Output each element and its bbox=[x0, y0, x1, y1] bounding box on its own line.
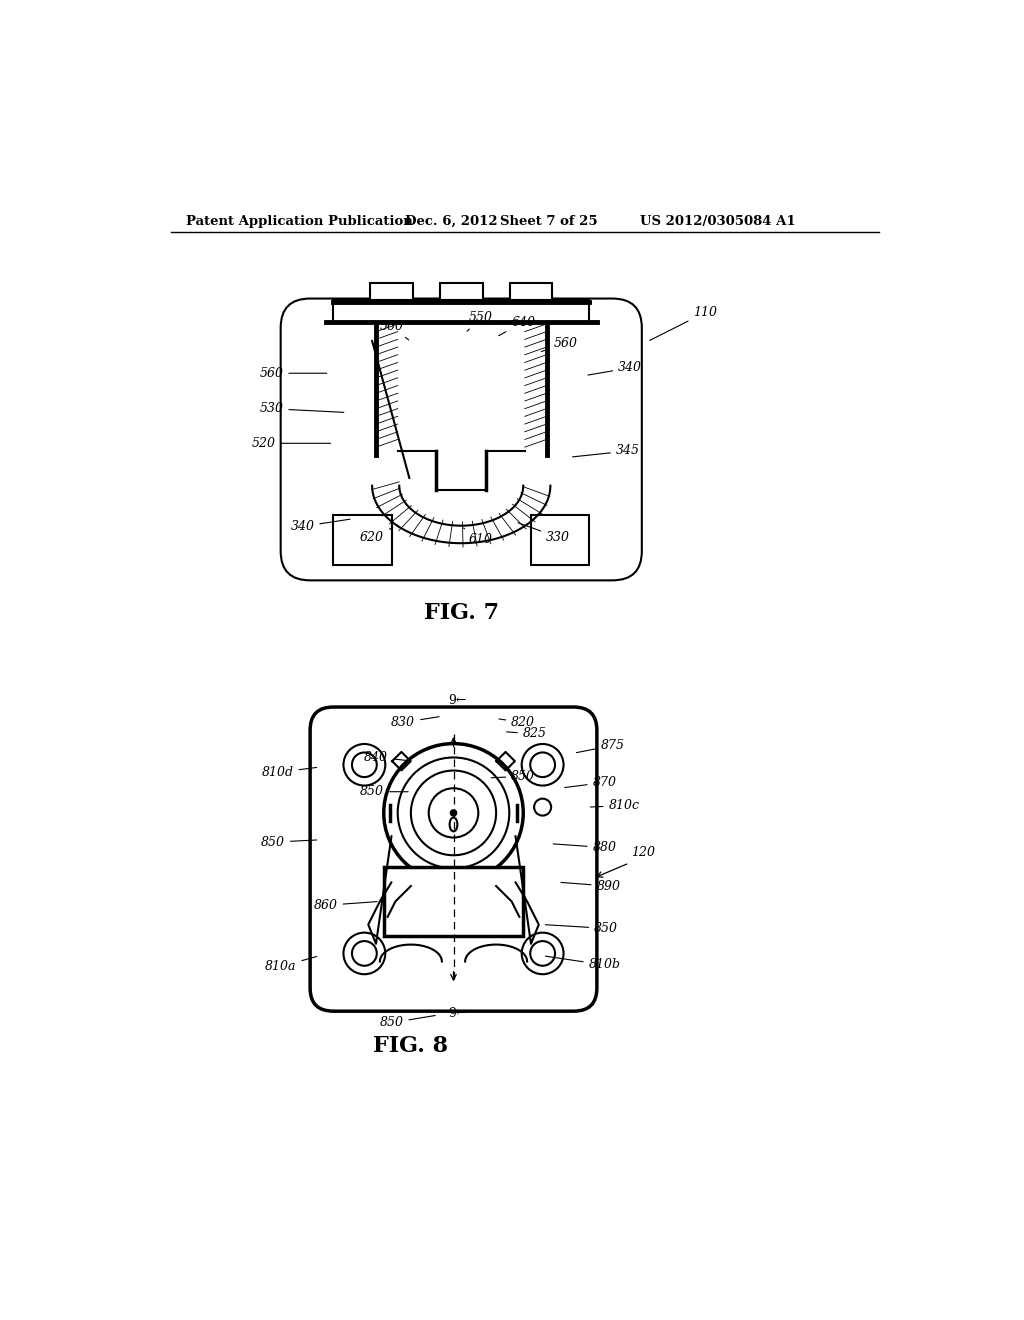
Bar bbox=[334, 300, 589, 322]
Circle shape bbox=[343, 933, 385, 974]
Text: 610: 610 bbox=[464, 528, 493, 546]
Text: FIG. 7: FIG. 7 bbox=[424, 602, 499, 624]
Circle shape bbox=[429, 788, 478, 837]
Bar bbox=[510, 284, 552, 300]
Circle shape bbox=[521, 744, 563, 785]
Circle shape bbox=[530, 941, 555, 966]
Text: 9←: 9← bbox=[449, 694, 467, 708]
Text: Patent Application Publication: Patent Application Publication bbox=[186, 215, 413, 228]
Text: 825: 825 bbox=[507, 727, 547, 741]
Circle shape bbox=[535, 799, 551, 816]
Circle shape bbox=[451, 809, 457, 816]
Bar bbox=[334, 515, 391, 565]
Text: Dec. 6, 2012: Dec. 6, 2012 bbox=[406, 215, 498, 228]
Text: 820: 820 bbox=[499, 715, 536, 729]
Text: US 2012/0305084 A1: US 2012/0305084 A1 bbox=[640, 215, 795, 228]
Text: 840: 840 bbox=[364, 751, 409, 763]
Text: 560: 560 bbox=[542, 337, 578, 351]
Bar bbox=[440, 284, 482, 300]
Text: 850: 850 bbox=[360, 785, 409, 799]
Text: 530: 530 bbox=[259, 403, 344, 416]
Text: 870: 870 bbox=[565, 776, 616, 789]
Text: 810c: 810c bbox=[591, 799, 640, 812]
Bar bbox=[384, 867, 523, 936]
Circle shape bbox=[397, 758, 509, 869]
Text: Sheet 7 of 25: Sheet 7 of 25 bbox=[500, 215, 598, 228]
Text: 830: 830 bbox=[391, 715, 439, 729]
Text: 620: 620 bbox=[360, 528, 393, 544]
Text: 850: 850 bbox=[492, 770, 536, 783]
Text: 9←: 9← bbox=[449, 1007, 467, 1020]
Circle shape bbox=[521, 933, 563, 974]
Text: 850: 850 bbox=[261, 836, 316, 849]
Text: 640: 640 bbox=[499, 315, 536, 335]
FancyBboxPatch shape bbox=[310, 708, 597, 1011]
Ellipse shape bbox=[450, 817, 458, 832]
Text: 340: 340 bbox=[588, 362, 642, 375]
Text: 330: 330 bbox=[518, 523, 570, 544]
Circle shape bbox=[530, 752, 555, 777]
Circle shape bbox=[352, 941, 377, 966]
Text: 850: 850 bbox=[546, 921, 618, 935]
FancyBboxPatch shape bbox=[281, 298, 642, 581]
Text: 890: 890 bbox=[561, 879, 621, 892]
Circle shape bbox=[352, 752, 377, 777]
Bar bbox=[371, 284, 413, 300]
Text: 520: 520 bbox=[252, 437, 331, 450]
Text: 850: 850 bbox=[380, 1015, 435, 1030]
Circle shape bbox=[384, 743, 523, 882]
Text: 560: 560 bbox=[259, 367, 327, 380]
Text: 340: 340 bbox=[291, 519, 350, 533]
Text: 875: 875 bbox=[577, 739, 625, 752]
Text: 880: 880 bbox=[553, 841, 616, 854]
Circle shape bbox=[411, 771, 496, 855]
Text: 860: 860 bbox=[313, 899, 377, 912]
Text: 110: 110 bbox=[650, 306, 718, 341]
Bar bbox=[531, 515, 589, 565]
Text: 810a: 810a bbox=[265, 957, 316, 973]
Text: FIG. 8: FIG. 8 bbox=[374, 1035, 449, 1057]
Text: 120: 120 bbox=[632, 846, 655, 859]
Text: 550: 550 bbox=[467, 312, 493, 331]
Circle shape bbox=[343, 744, 385, 785]
Text: 810d: 810d bbox=[261, 766, 316, 779]
Text: 560: 560 bbox=[380, 319, 409, 341]
Text: 810b: 810b bbox=[546, 956, 621, 972]
Text: 345: 345 bbox=[572, 445, 640, 458]
